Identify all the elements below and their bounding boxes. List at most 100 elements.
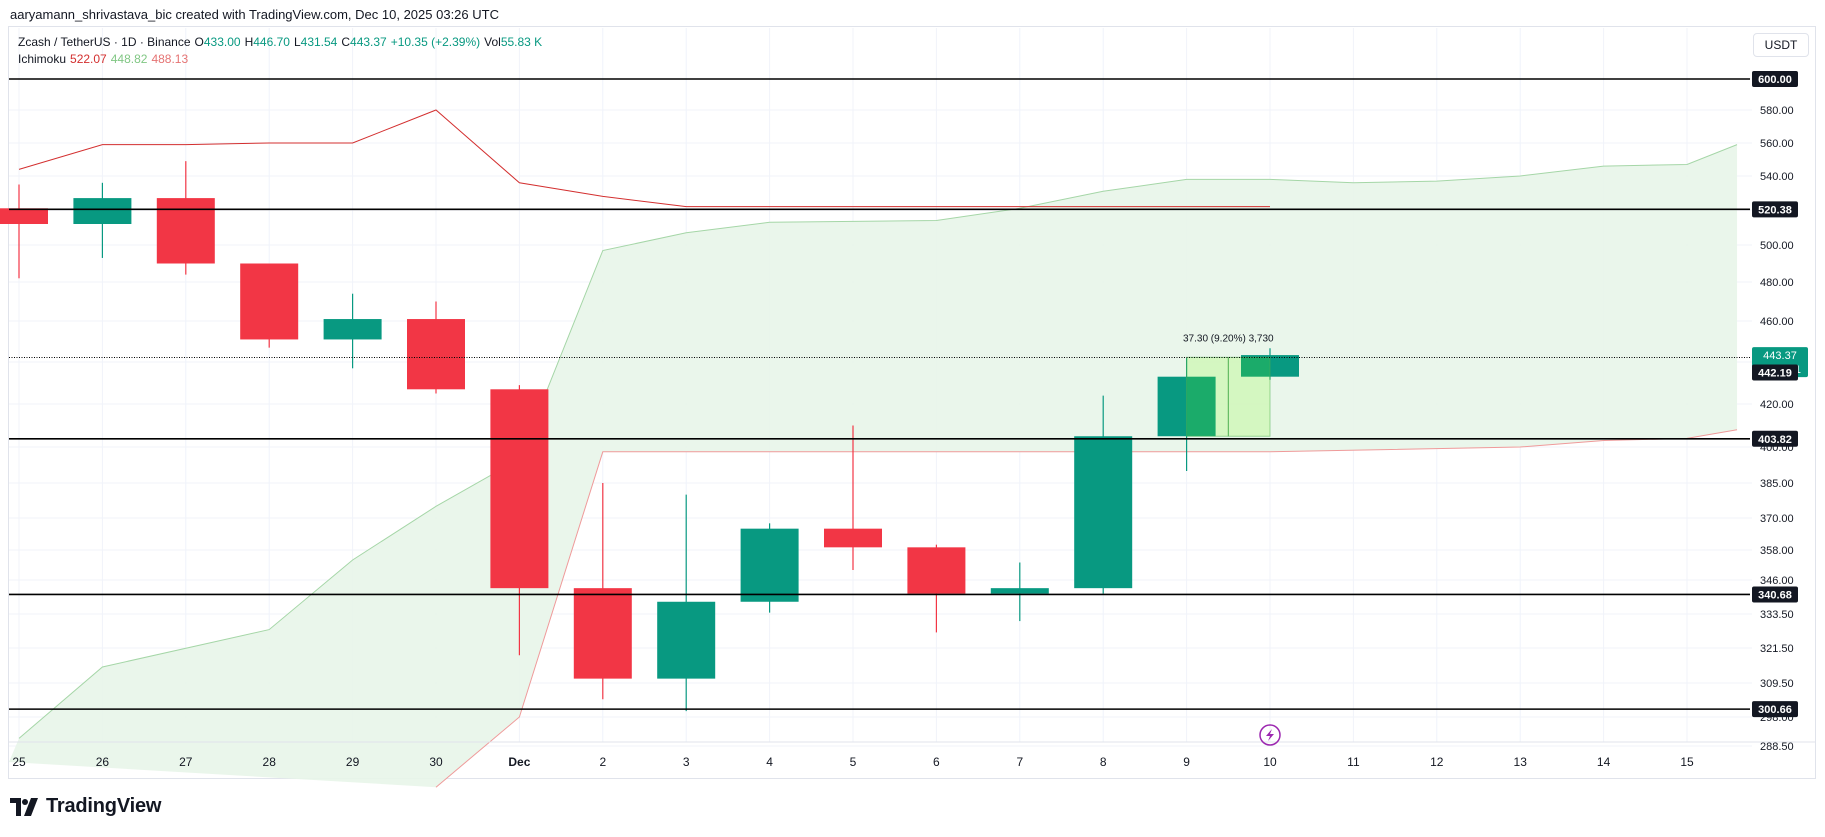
x-tick-label: 14 xyxy=(1597,755,1611,769)
chart-legend: Zcash / TetherUS · 1D · Binance O433.00 … xyxy=(18,34,542,68)
candle xyxy=(1074,395,1133,594)
tradingview-logo[interactable]: TradingView xyxy=(10,795,161,818)
x-tick-label: 10 xyxy=(1263,755,1277,769)
candle-body xyxy=(240,263,299,340)
candle xyxy=(740,523,799,613)
x-tick-label: 3 xyxy=(683,755,690,769)
candle-body xyxy=(907,547,966,594)
level-badge-text: 520.38 xyxy=(1758,204,1792,216)
x-tick-label: 25 xyxy=(12,755,26,769)
x-tick-label: Dec xyxy=(508,755,530,769)
x-tick-label: 26 xyxy=(96,755,110,769)
level-badge xyxy=(1752,430,1798,447)
candle xyxy=(240,263,299,348)
symbol-name[interactable]: Zcash / TetherUS · 1D · Binance xyxy=(18,35,191,49)
level-badge-text: 600.00 xyxy=(1758,74,1792,86)
high-value: 446.70 xyxy=(253,35,290,49)
candle-body xyxy=(990,588,1049,594)
y-tick-label: 358.00 xyxy=(1760,545,1794,557)
vol-value: 55.83 K xyxy=(500,35,543,49)
kijun-line xyxy=(18,109,1270,208)
candle xyxy=(824,425,882,570)
candle-body xyxy=(824,528,882,548)
x-tick-label: 8 xyxy=(1100,755,1107,769)
low-value: 431.54 xyxy=(300,35,338,49)
last-price-text: 443.37 xyxy=(1763,350,1797,362)
y-tick-label: 540.00 xyxy=(1760,171,1794,183)
measure-tool: 37.30 (9.20%) 3,730 xyxy=(1183,333,1274,437)
y-tick-label: 333.50 xyxy=(1760,609,1794,621)
price-axis: 600.00580.00560.00540.00520.00500.00480.… xyxy=(1752,71,1808,753)
candle-body xyxy=(1074,436,1133,589)
candle xyxy=(907,544,966,633)
x-tick-label: 29 xyxy=(346,755,360,769)
bolt-icon[interactable] xyxy=(1259,724,1281,746)
y-tick-label: 580.00 xyxy=(1760,105,1794,117)
x-tick-label: 11 xyxy=(1347,755,1360,769)
y-tick-label: 480.00 xyxy=(1760,277,1794,289)
chart-frame xyxy=(8,26,1816,779)
horizontal-levels xyxy=(9,78,1750,710)
low-label: L xyxy=(293,35,301,49)
cloud-fill xyxy=(9,144,1738,788)
level-badge xyxy=(1752,201,1798,218)
close-label: C xyxy=(341,35,351,49)
open-value: 433.00 xyxy=(203,35,241,49)
candle xyxy=(990,562,1049,622)
level-badge-text: 340.68 xyxy=(1758,589,1792,601)
candle xyxy=(73,182,132,258)
tradingview-logo-icon xyxy=(10,797,38,816)
brand-name: TradingView xyxy=(46,795,162,817)
vol-label: Vol xyxy=(484,35,501,49)
ichimoku-cloud xyxy=(9,144,1738,788)
indicator-name[interactable]: Ichimoku xyxy=(18,52,67,66)
ichimoku-value-2: 448.82 xyxy=(110,52,148,66)
level-badge xyxy=(1752,586,1798,603)
candle-body xyxy=(73,198,132,224)
candles xyxy=(0,161,1299,712)
candle xyxy=(490,385,549,656)
x-tick-label: 4 xyxy=(766,755,773,769)
y-tick-label: 309.50 xyxy=(1760,678,1794,690)
time-axis: 25 26 27 28 29 30 Dec 2 3 4 5 6 7 8 9 10 11 12 13 14 15 xyxy=(9,741,1816,769)
x-tick-label: 30 xyxy=(429,755,443,769)
y-tick-label: 460.00 xyxy=(1760,316,1794,328)
candle xyxy=(156,161,215,275)
x-tick-label: 2 xyxy=(599,755,606,769)
change-value: +10.35 (+2.39%) xyxy=(390,35,481,49)
candle-body xyxy=(657,601,716,679)
x-tick-label: 27 xyxy=(179,755,193,769)
candle-body xyxy=(740,528,799,602)
level-badge-text: 403.82 xyxy=(1758,434,1792,446)
chart-caption: aaryamann_shrivastava_bic created with T… xyxy=(10,7,499,22)
x-tick-label: 9 xyxy=(1183,755,1190,769)
x-tick-label: 12 xyxy=(1430,755,1444,769)
candle-body xyxy=(407,319,465,390)
x-tick-label: 13 xyxy=(1514,755,1528,769)
x-tick-label: 6 xyxy=(933,755,940,769)
x-tick-label: 5 xyxy=(850,755,857,769)
currency-button[interactable]: USDT xyxy=(1753,33,1809,57)
kijun-sen xyxy=(18,109,1270,208)
close-value: 443.37 xyxy=(350,35,387,49)
candle xyxy=(573,483,632,700)
y-tick-label: 288.50 xyxy=(1760,741,1794,753)
y-tick-label: 346.00 xyxy=(1760,575,1794,587)
x-tick-label: 7 xyxy=(1016,755,1023,769)
x-tick-label: 15 xyxy=(1680,755,1694,769)
level-badge xyxy=(1752,701,1798,718)
candle-body xyxy=(323,319,382,340)
level-badge-text: 442.19 xyxy=(1758,368,1792,380)
high-label: H xyxy=(244,35,254,49)
x-tick-label: 28 xyxy=(263,755,277,769)
y-tick-label: 370.00 xyxy=(1760,513,1794,525)
candle-body xyxy=(490,389,549,589)
candle xyxy=(0,184,48,279)
indicator-row: Ichimoku 522.07 448.82 488.13 xyxy=(18,51,542,68)
level-badge xyxy=(1752,364,1798,381)
candle-body xyxy=(156,198,215,264)
y-tick-label: 420.00 xyxy=(1760,399,1794,411)
y-tick-label: 321.50 xyxy=(1760,643,1794,655)
ichimoku-value-3: 488.13 xyxy=(151,52,189,66)
